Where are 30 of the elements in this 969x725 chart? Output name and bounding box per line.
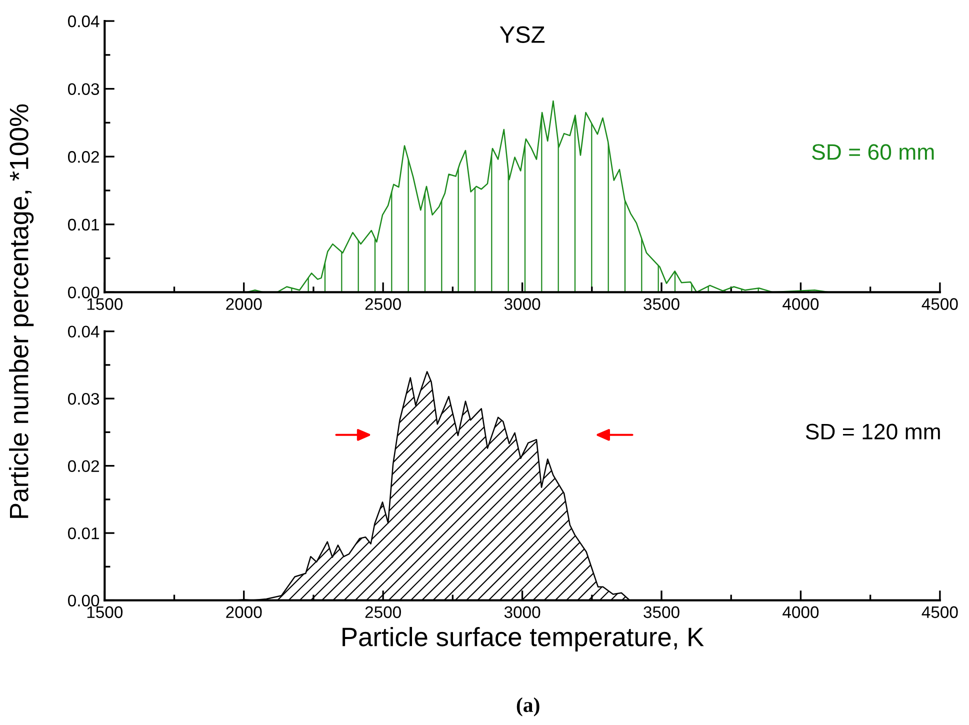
y-tick-label: 0.00 <box>68 286 100 298</box>
x-tick-label: 3000 <box>504 298 540 310</box>
y-tick-label: 0.03 <box>68 83 100 96</box>
chart-title: YSZ <box>500 26 545 44</box>
y-tick-label: 0.01 <box>68 218 99 231</box>
x-tick-label: 2500 <box>365 606 401 618</box>
x-tick-label: 3000 <box>504 606 540 618</box>
x-tick-label: 4500 <box>922 298 958 310</box>
x-tick-label: 2500 <box>365 298 401 310</box>
x-tick-label: 2000 <box>226 298 262 310</box>
y-tick-label: 0.00 <box>68 594 100 607</box>
y-tick-label: 0.02 <box>68 151 99 163</box>
y-axis-title: Particle number percentage, *100% <box>9 104 34 518</box>
y-tick-label: 0.02 <box>68 460 99 472</box>
x-tick-label: 1500 <box>87 298 123 310</box>
x-tick-label: 3500 <box>644 606 680 618</box>
x-axis-title: Particle surface temperature, K <box>342 626 704 652</box>
y-tick-label: 0.03 <box>68 392 100 405</box>
x-tick-label: 4000 <box>782 606 819 618</box>
x-tick-label: 4500 <box>922 606 958 618</box>
x-tick-label: 1500 <box>87 606 123 618</box>
annotation: SD = 60 mm <box>812 144 934 160</box>
x-tick-label: 4000 <box>782 298 819 310</box>
x-tick-label: 2000 <box>226 606 262 618</box>
annotation: SD = 120 mm <box>806 424 940 440</box>
y-tick-label: 0.04 <box>68 15 100 28</box>
y-tick-label: 0.01 <box>68 527 99 540</box>
text: (a) <box>516 697 540 716</box>
x-tick-label: 3500 <box>644 298 680 310</box>
y-tick-label: 0.04 <box>68 326 100 338</box>
